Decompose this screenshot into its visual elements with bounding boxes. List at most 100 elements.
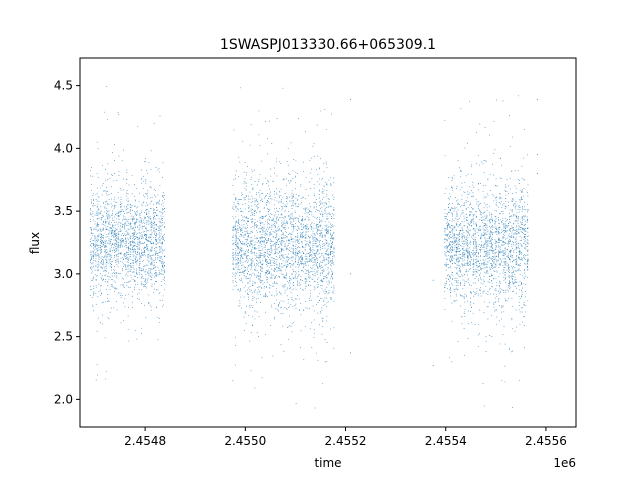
data-point: [117, 260, 119, 262]
data-point: [323, 185, 325, 187]
data-point: [263, 246, 265, 248]
data-point: [131, 175, 133, 177]
data-point: [235, 244, 236, 246]
data-point: [330, 264, 331, 266]
data-point: [287, 256, 289, 258]
data-point: [308, 276, 309, 278]
data-point: [304, 268, 306, 270]
data-point: [267, 252, 268, 254]
data-point: [244, 197, 246, 199]
data-point: [133, 229, 135, 231]
data-point: [145, 247, 147, 249]
data-point: [130, 245, 132, 247]
data-point: [325, 250, 327, 252]
data-point: [306, 229, 308, 231]
data-point: [271, 250, 273, 252]
data-point: [252, 300, 254, 302]
data-point: [98, 212, 100, 214]
data-point: [244, 182, 246, 184]
data-point: [279, 201, 281, 203]
data-point: [141, 249, 143, 251]
data-point: [148, 301, 150, 303]
data-point: [290, 200, 292, 202]
data-point: [243, 253, 245, 255]
data-point: [326, 306, 328, 307]
data-point: [240, 246, 242, 248]
data-point: [100, 238, 102, 240]
data-point: [444, 231, 446, 233]
data-point: [324, 207, 326, 209]
data-point: [136, 214, 138, 216]
data-point: [135, 233, 137, 235]
data-point: [92, 247, 94, 249]
data-point: [294, 218, 296, 220]
data-point: [261, 228, 263, 230]
data-point: [305, 228, 307, 230]
data-point: [267, 223, 269, 225]
data-point: [332, 243, 333, 245]
data-point: [449, 203, 450, 204]
data-point: [94, 223, 96, 225]
data-point: [267, 208, 269, 210]
data-point: [132, 271, 134, 273]
data-point: [242, 271, 244, 273]
data-point: [315, 227, 317, 229]
data-point: [280, 195, 282, 197]
data-point: [90, 227, 92, 229]
data-point: [320, 247, 322, 249]
data-point: [98, 255, 100, 257]
data-point: [252, 198, 254, 200]
data-point: [326, 316, 328, 318]
data-point: [451, 207, 453, 209]
data-point: [160, 269, 162, 270]
data-point: [235, 239, 237, 241]
data-point: [115, 214, 117, 216]
data-point: [246, 195, 247, 197]
data-point: [328, 280, 330, 282]
data-point: [106, 187, 107, 189]
data-point: [154, 209, 155, 211]
data-point: [267, 265, 269, 267]
data-point: [161, 299, 163, 301]
data-point: [322, 236, 324, 238]
data-point: [456, 207, 458, 209]
data-point: [267, 219, 268, 221]
data-point: [145, 193, 147, 194]
data-point: [278, 304, 279, 306]
data-point: [312, 267, 314, 269]
data-point: [145, 286, 147, 287]
data-point: [301, 220, 303, 222]
data-point: [120, 189, 122, 191]
data-point: [318, 263, 320, 265]
data-point: [268, 197, 270, 199]
data-point: [127, 225, 129, 226]
data-point: [316, 206, 317, 208]
data-point: [121, 240, 123, 241]
data-point: [281, 240, 283, 241]
data-point: [135, 261, 136, 262]
data-point: [451, 245, 453, 247]
data-point: [328, 290, 330, 292]
data-point: [250, 208, 252, 210]
data-point: [132, 246, 134, 247]
data-point: [101, 194, 103, 196]
data-point: [457, 203, 459, 205]
data-point: [148, 270, 150, 272]
data-point: [153, 213, 155, 215]
data-point: [141, 177, 143, 179]
data-point: [267, 153, 268, 155]
data-point: [333, 285, 335, 287]
data-point: [259, 254, 261, 256]
data-point: [244, 199, 246, 201]
data-point: [238, 220, 239, 221]
data-point: [123, 263, 125, 265]
data-point: [95, 239, 97, 241]
data-point: [114, 250, 116, 251]
data-point: [278, 244, 279, 245]
data-point: [461, 323, 463, 325]
data-point: [244, 243, 246, 245]
data-point: [252, 324, 254, 326]
data-point: [309, 271, 311, 273]
data-point: [274, 193, 275, 195]
data-point: [109, 289, 111, 290]
